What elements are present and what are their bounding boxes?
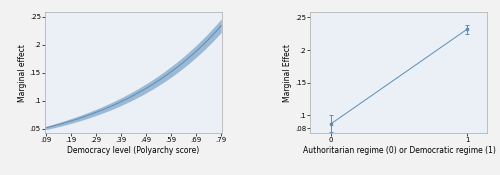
Y-axis label: Marginal effect: Marginal effect [18,44,27,102]
X-axis label: Democracy level (Polyarchy score): Democracy level (Polyarchy score) [68,146,200,155]
Y-axis label: Marginal Effect: Marginal Effect [284,44,292,102]
X-axis label: Authoritarian regime (0) or Democratic regime (1): Authoritarian regime (0) or Democratic r… [302,146,496,155]
